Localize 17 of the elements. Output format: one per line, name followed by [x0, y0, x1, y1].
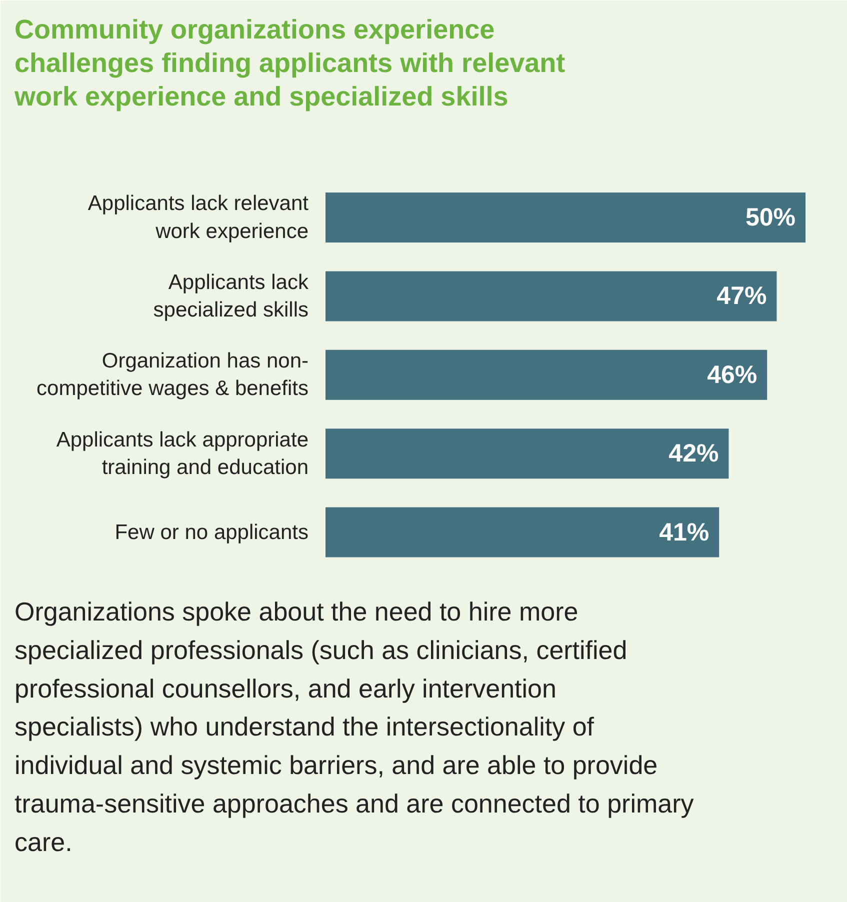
- bar: [326, 271, 777, 322]
- y-tick-label: Few or no applicants: [114, 520, 309, 544]
- data-label: 41%: [659, 518, 710, 546]
- text: Organizations spoke about the need to hire more specialized professionals (such as clinicians, certified professional counsellors, and early intervention specialists) who understand the intersectionality of individual and systemic barriers, and are able to provide trauma-sensitive approaches and are connected to primary care.: [14, 596, 694, 857]
- data-label: 50%: [745, 204, 796, 232]
- bar: [326, 192, 806, 242]
- bar: [326, 428, 729, 479]
- chart-title: Community organizations experience challenges finding applicants with relevant work experience and specialized skills: [14, 14, 566, 112]
- y-tick-label: Organization has non- competitive wages & benefits: [36, 350, 309, 400]
- bar: [326, 350, 768, 400]
- y-tick-label: Applicants lack appropriate training and education: [56, 428, 309, 479]
- data-label: 42%: [668, 440, 719, 468]
- data-label: 47%: [716, 282, 767, 310]
- y-tick-label: Applicants lack specialized skills: [153, 270, 309, 322]
- y-tick-label: Applicants lack relevant work experience: [88, 192, 309, 243]
- data-label: 46%: [707, 360, 758, 389]
- bar: [326, 507, 720, 558]
